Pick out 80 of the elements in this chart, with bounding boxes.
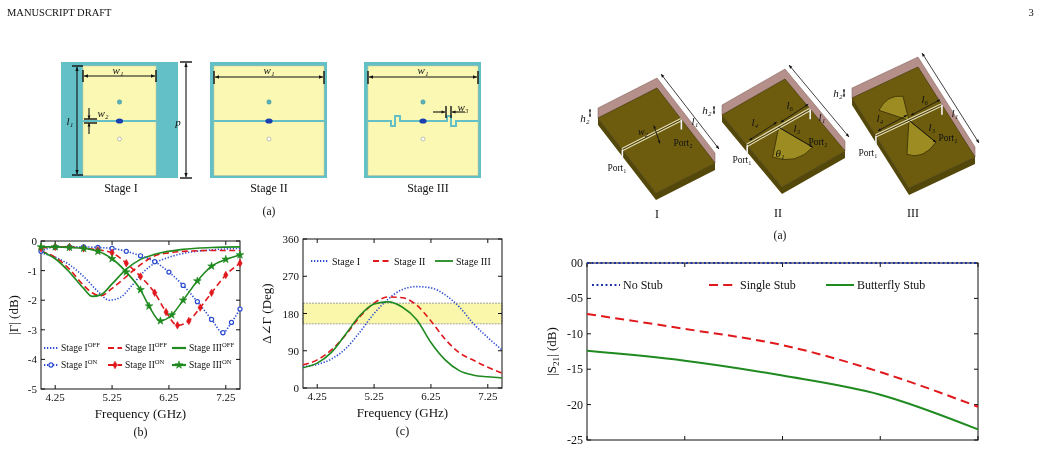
text: w₁ <box>263 64 275 76</box>
x-tick-label: 6.25 <box>421 390 442 402</box>
text: Stage I <box>104 181 138 195</box>
y-tick-label: 00 <box>571 256 583 270</box>
y-tick-label: 360 <box>282 233 300 245</box>
legend-label: Stage III <box>456 255 491 267</box>
legend-label: Single Stub <box>740 278 796 292</box>
text: II <box>774 206 782 220</box>
text: l₃ <box>793 122 801 134</box>
legend-label: Stage II <box>394 255 426 267</box>
text: w₃ <box>457 101 469 113</box>
text: p <box>174 116 182 128</box>
text: h₂ <box>580 112 590 124</box>
text: Port₁ <box>732 155 752 165</box>
text: Port₁ <box>607 163 627 173</box>
legend-label: No Stub <box>623 278 663 292</box>
text: l₁ <box>951 107 959 119</box>
legend-label: Stage III$^{OFF}$ <box>189 341 235 353</box>
text: l₆ <box>921 93 929 105</box>
x-tick-label: 5.25 <box>364 390 385 402</box>
text: h₂ <box>702 104 712 116</box>
text: Stage II <box>250 181 288 195</box>
legend-label: Stage III$^{ON}$ <box>189 358 232 370</box>
text: l₁ <box>66 115 74 127</box>
text: Port₁ <box>858 148 878 158</box>
y-tick-label: 0 <box>293 382 300 394</box>
text: l₆ <box>786 99 794 111</box>
text: Stage III <box>407 181 449 195</box>
y-tick-label: -4 <box>27 353 38 366</box>
text: III <box>907 206 919 220</box>
y-tick-label: 0 <box>31 235 38 247</box>
text: I <box>655 207 659 221</box>
text: l₁ <box>691 115 699 127</box>
text: (b) <box>133 425 148 439</box>
y-tick-label: -20 <box>567 397 583 412</box>
text: (c) <box>395 424 410 438</box>
text: Port₂ <box>673 138 693 148</box>
y-tick-label: 90 <box>288 344 300 357</box>
x-tick-label: 7.25 <box>478 390 498 402</box>
text: l₄ <box>751 116 759 128</box>
y-tick-label: 180 <box>282 307 300 320</box>
y-tick-label: -15 <box>567 362 583 377</box>
x-axis-title: Frequency (GHz) <box>94 405 187 421</box>
y-tick-label: -10 <box>567 326 583 341</box>
text: l₁ <box>818 111 826 123</box>
x-tick-label: 7.25 <box>216 391 236 403</box>
y-tick-label: -2 <box>27 294 37 307</box>
y-tick-label: 270 <box>282 270 300 283</box>
text: MANUSCRIPT DRAFT <box>7 6 113 18</box>
legend-label: Stage II$^{OFF}$ <box>125 341 168 353</box>
text: w₁ <box>112 64 124 76</box>
legend-label: Stage II$^{ON}$ <box>125 358 165 370</box>
y-axis-title: |Γ| (dB) <box>5 295 21 335</box>
y-tick-label: -1 <box>27 264 37 277</box>
text: 3 <box>1028 6 1034 18</box>
text: l₄ <box>876 112 884 124</box>
text: Port₂ <box>808 137 828 147</box>
x-tick-label: 6.25 <box>159 391 180 403</box>
x-tick-label: 5.25 <box>102 391 123 403</box>
text: θ₁ <box>775 147 785 159</box>
legend-label: Stage I <box>332 255 361 267</box>
y-tick-label: -3 <box>27 323 38 336</box>
text: (a) <box>773 229 787 242</box>
y-tick-label: -05 <box>567 291 583 306</box>
text: l₃ <box>928 121 936 133</box>
x-tick-label: 4.25 <box>45 391 66 403</box>
text: (a) <box>262 205 276 218</box>
text: w₂ <box>637 125 649 137</box>
y-tick-label: -25 <box>567 433 583 447</box>
legend-label: Stage I$^{ON}$ <box>61 358 98 370</box>
text: h₂ <box>833 87 843 99</box>
legend-label: Butterfly Stub <box>857 278 926 292</box>
text: Port₂ <box>938 133 958 143</box>
text: w₁ <box>417 64 429 76</box>
legend-label: Stage I$^{OFF}$ <box>61 341 101 353</box>
x-axis-title: Frequency (GHz) <box>356 404 449 420</box>
y-tick-label: -5 <box>27 383 38 395</box>
text: w₂ <box>97 107 109 119</box>
x-tick-label: 4.25 <box>307 390 328 402</box>
y-axis-title: Δ∠Γ (Deg) <box>258 283 274 344</box>
